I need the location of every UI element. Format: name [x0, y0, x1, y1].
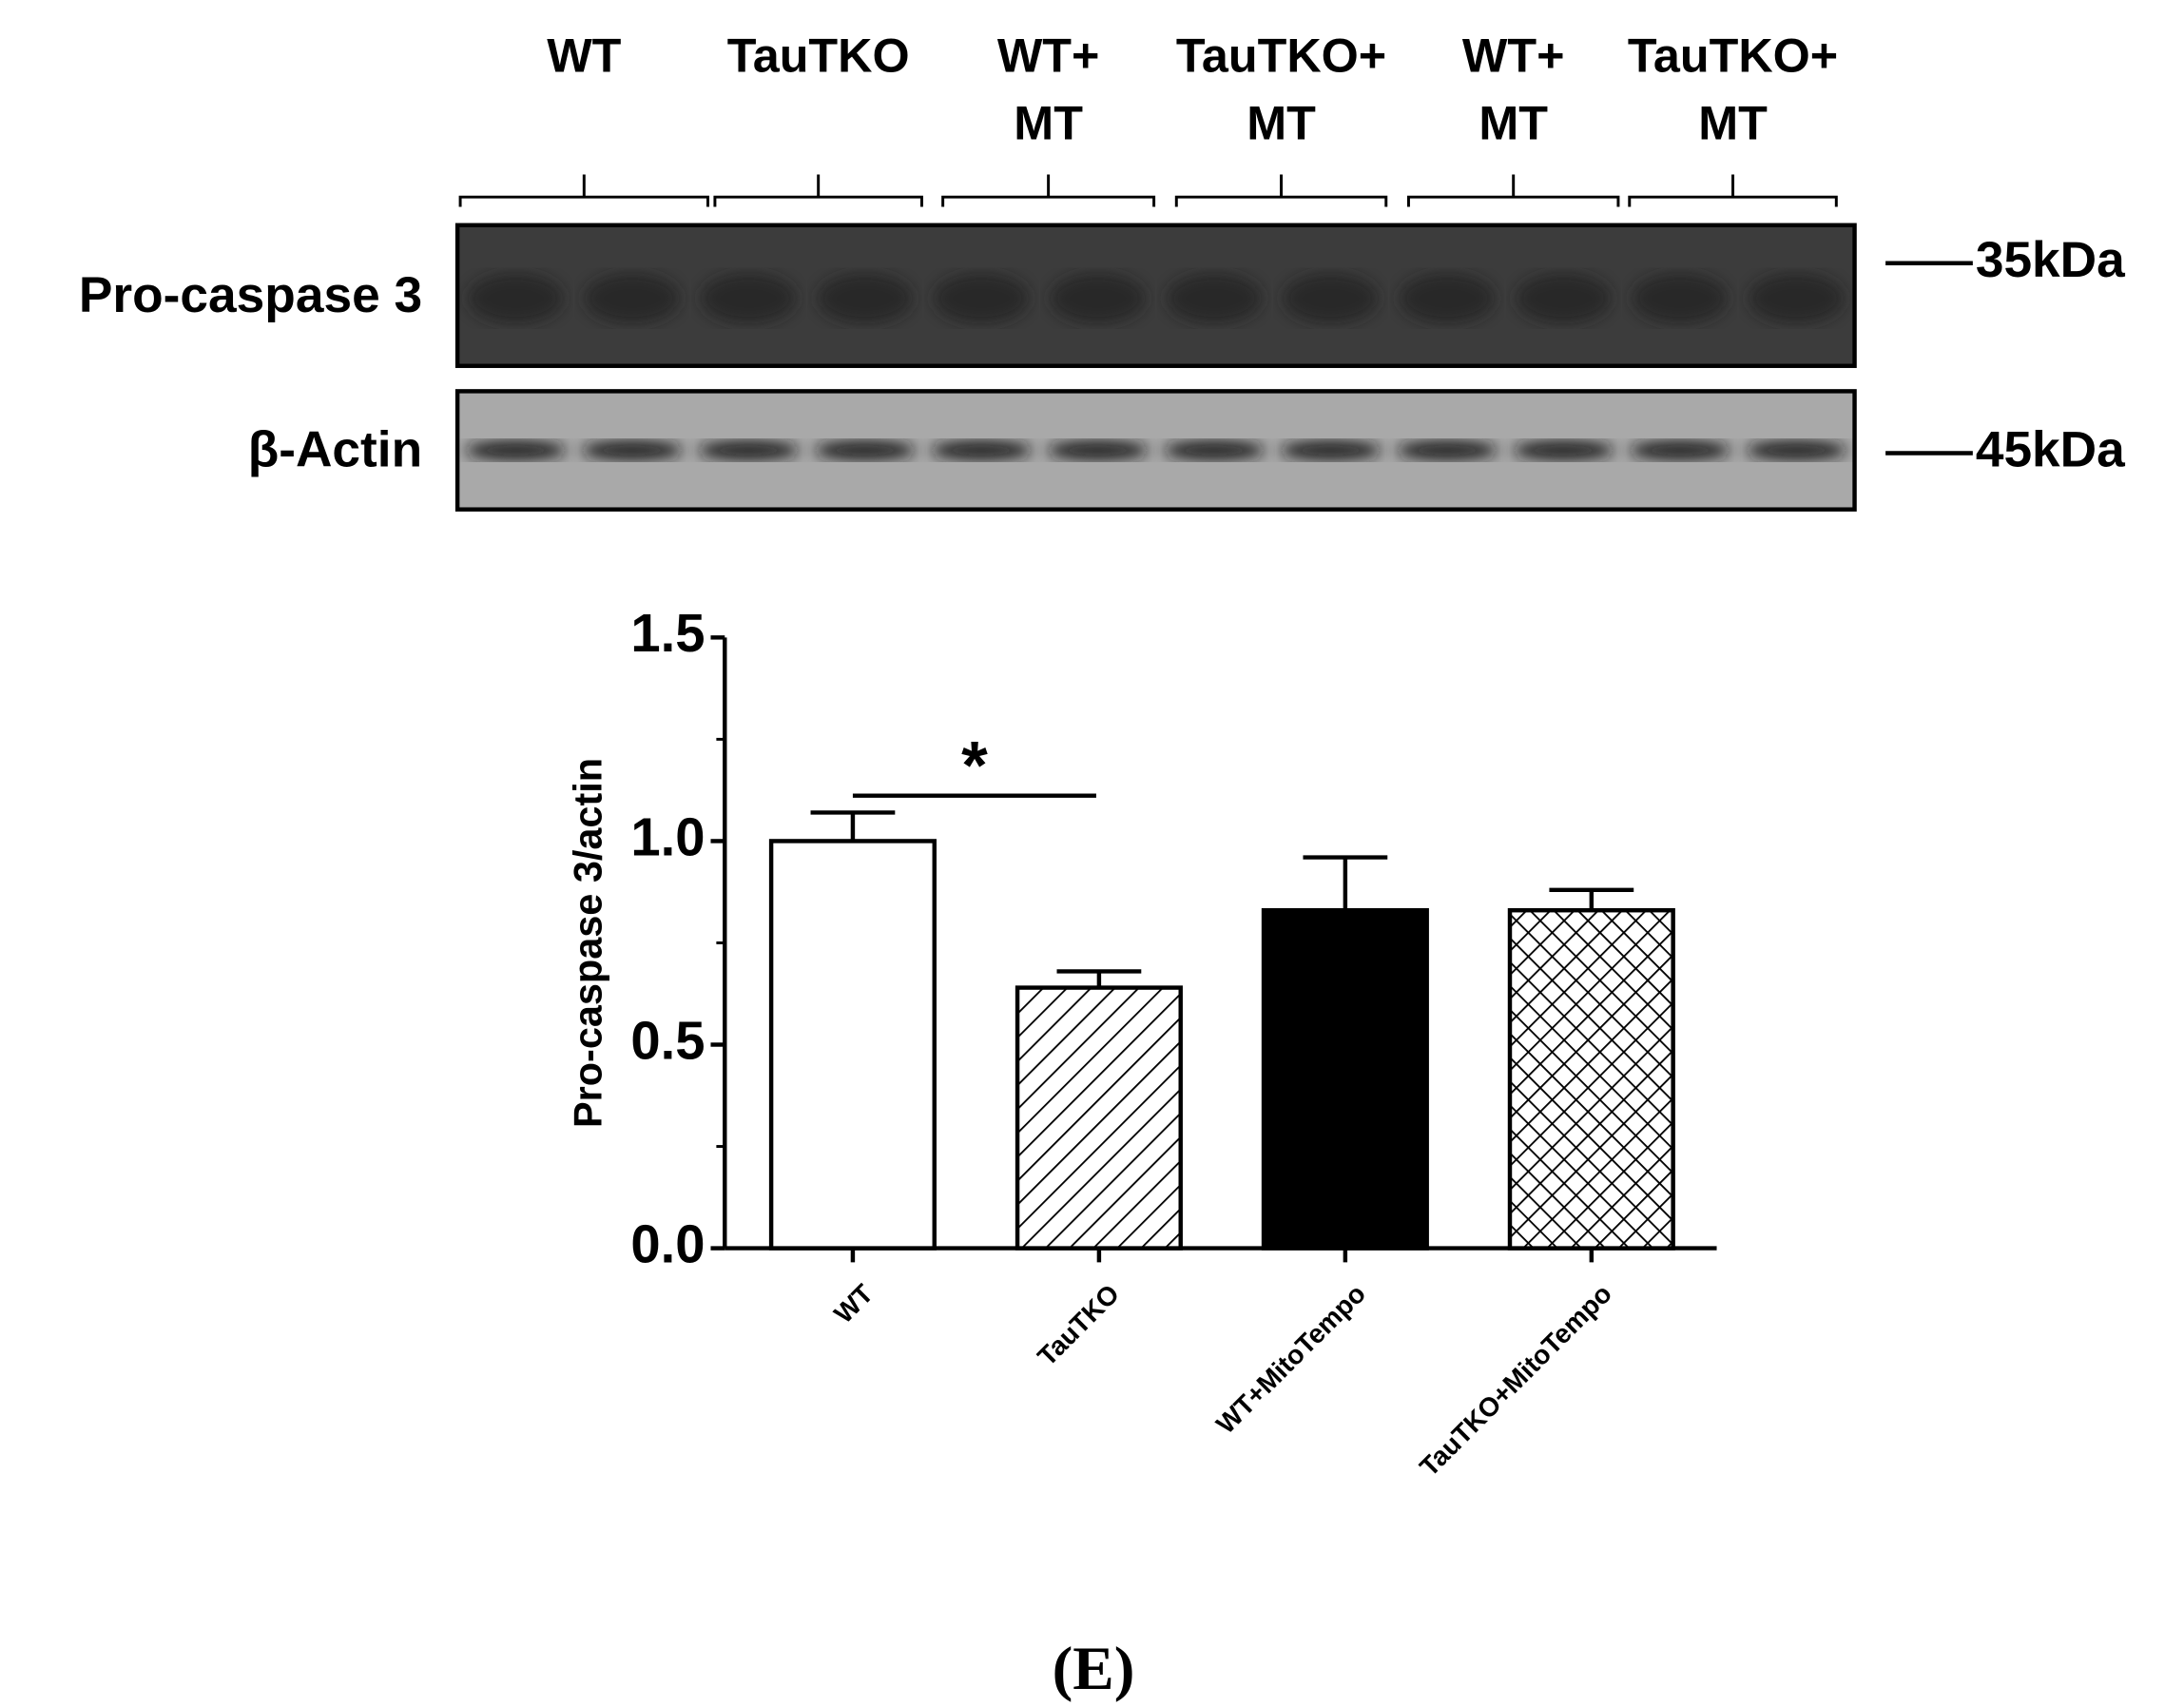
band — [930, 440, 1033, 460]
x-tick-label: TauTKO+MitoTempo — [1414, 1279, 1617, 1483]
band — [697, 440, 800, 460]
band — [1047, 440, 1149, 460]
band — [933, 273, 1030, 324]
lane-bracket — [458, 174, 709, 207]
band — [817, 273, 914, 324]
lane-bracket — [1406, 174, 1620, 207]
band — [700, 273, 797, 324]
blot-row-1 — [454, 223, 1857, 368]
lane-label: TauTKO+ — [1176, 28, 1386, 82]
band — [1632, 273, 1729, 324]
band — [584, 273, 681, 324]
band — [1516, 273, 1612, 324]
marker-label: 45kDa — [1976, 422, 2125, 478]
lane-bracket — [1628, 174, 1838, 207]
bar — [1261, 907, 1429, 1251]
bar — [1507, 907, 1675, 1251]
panel-label: (E) — [1053, 1635, 1135, 1703]
bar — [1015, 985, 1183, 1251]
lane-label: TauTKO — [727, 28, 910, 82]
row-label: Pro-caspase 3 — [79, 267, 422, 323]
band — [1513, 440, 1614, 460]
band — [581, 440, 684, 460]
significance-mark: * — [961, 728, 988, 804]
band — [1749, 273, 1845, 324]
band — [1166, 273, 1263, 324]
lane-label: WT+ — [997, 28, 1100, 82]
x-tick-label: WT+MitoTempo — [1210, 1279, 1371, 1440]
x-tick-label: TauTKO — [1032, 1279, 1125, 1372]
lane-label: WT — [547, 28, 621, 82]
bar — [768, 839, 937, 1251]
band — [465, 440, 567, 460]
band — [814, 440, 916, 460]
lane-label: WT+ — [1462, 28, 1565, 82]
y-tick-label: 1.5 — [630, 603, 705, 663]
lane-bracket — [1174, 174, 1388, 207]
band — [468, 273, 564, 324]
band — [1283, 273, 1379, 324]
y-tick-label: 0.0 — [630, 1213, 705, 1273]
y-tick-label: 0.5 — [630, 1010, 705, 1070]
lane-label: MT — [1698, 95, 1768, 149]
band — [1399, 273, 1496, 324]
band — [1629, 440, 1731, 460]
band — [1050, 273, 1146, 324]
marker-label: 35kDa — [1976, 232, 2125, 288]
band — [1163, 440, 1266, 460]
x-tick-label: WT — [828, 1279, 879, 1329]
lane-bracket — [713, 174, 923, 207]
lane-bracket — [941, 174, 1156, 207]
band — [1280, 440, 1382, 460]
blot-row-2 — [454, 389, 1857, 512]
lane-label: MT — [1479, 95, 1548, 149]
y-tick-label: 1.0 — [630, 806, 705, 866]
lane-label: MT — [1014, 95, 1083, 149]
row-label: β-Actin — [248, 422, 422, 478]
lane-label: MT — [1247, 95, 1316, 149]
band — [1746, 440, 1847, 460]
band — [1396, 440, 1498, 460]
lane-label: TauTKO+ — [1628, 28, 1838, 82]
y-axis-label: Pro-caspase 3/actin — [566, 758, 610, 1128]
